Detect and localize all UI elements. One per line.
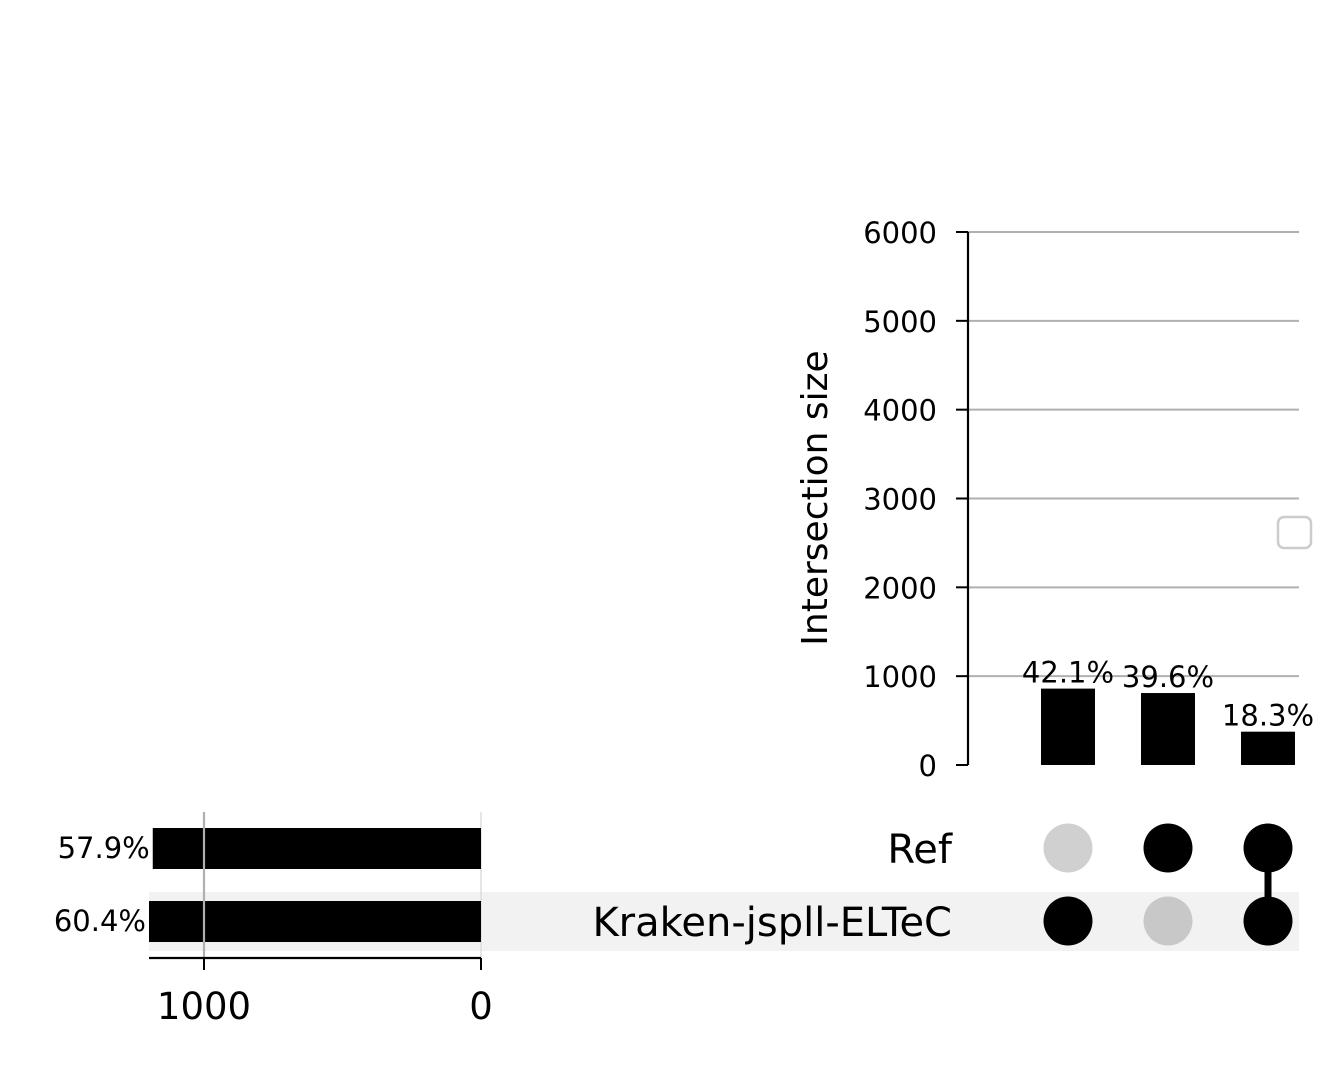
set-size-bars: 57.9% 60.4% xyxy=(54,812,481,958)
y-tick-label: 2000 xyxy=(863,571,937,605)
intersection-gridlines xyxy=(968,231,1299,678)
set-size-bar xyxy=(152,828,481,869)
set-name-label: Ref xyxy=(887,827,953,873)
matrix-dot-active xyxy=(1243,896,1293,946)
y-tick-label: 1000 xyxy=(863,660,937,694)
legend-box xyxy=(1276,515,1313,550)
set-size-label: 57.9% xyxy=(58,831,150,865)
set-names: Ref Kraken-jspll-ELTeC xyxy=(592,827,952,946)
x-tick-label: 1000 xyxy=(157,985,251,1028)
intersection-y-label: Intersection size xyxy=(795,350,836,645)
matrix-dot-inactive xyxy=(1043,823,1093,873)
set-size-x-ticks: 1000 0 xyxy=(157,958,493,1028)
y-tick-label: 5000 xyxy=(863,305,937,339)
x-tick-label: 0 xyxy=(469,985,493,1028)
membership-matrix xyxy=(1043,823,1293,946)
intersection-bar-label: 39.6% xyxy=(1122,660,1214,694)
intersection-bars: 42.1% 39.6%18.3% xyxy=(1022,656,1314,765)
set-size-label: 60.4% xyxy=(54,904,146,938)
set-size-bar xyxy=(149,901,481,942)
y-tick-label: 4000 xyxy=(863,394,937,428)
intersection-y-ticks: 0 1000 2000 3000 4000 5000 6000 xyxy=(863,216,968,783)
intersection-bar xyxy=(1241,731,1295,765)
matrix-dot-inactive xyxy=(1143,896,1193,946)
intersection-bar xyxy=(1141,693,1195,765)
intersection-bar-label: 18.3% xyxy=(1222,699,1314,733)
matrix-dot-active xyxy=(1143,823,1193,873)
y-tick-label: 0 xyxy=(919,749,937,783)
set-name-label: Kraken-jspll-ELTeC xyxy=(592,900,952,946)
y-tick-label: 6000 xyxy=(863,216,937,250)
matrix-dot-active xyxy=(1043,896,1093,946)
intersection-bar-label: 42.1% xyxy=(1022,656,1114,690)
matrix-dot-active xyxy=(1243,823,1293,873)
intersection-bar xyxy=(1041,688,1095,765)
y-tick-label: 3000 xyxy=(863,483,937,517)
